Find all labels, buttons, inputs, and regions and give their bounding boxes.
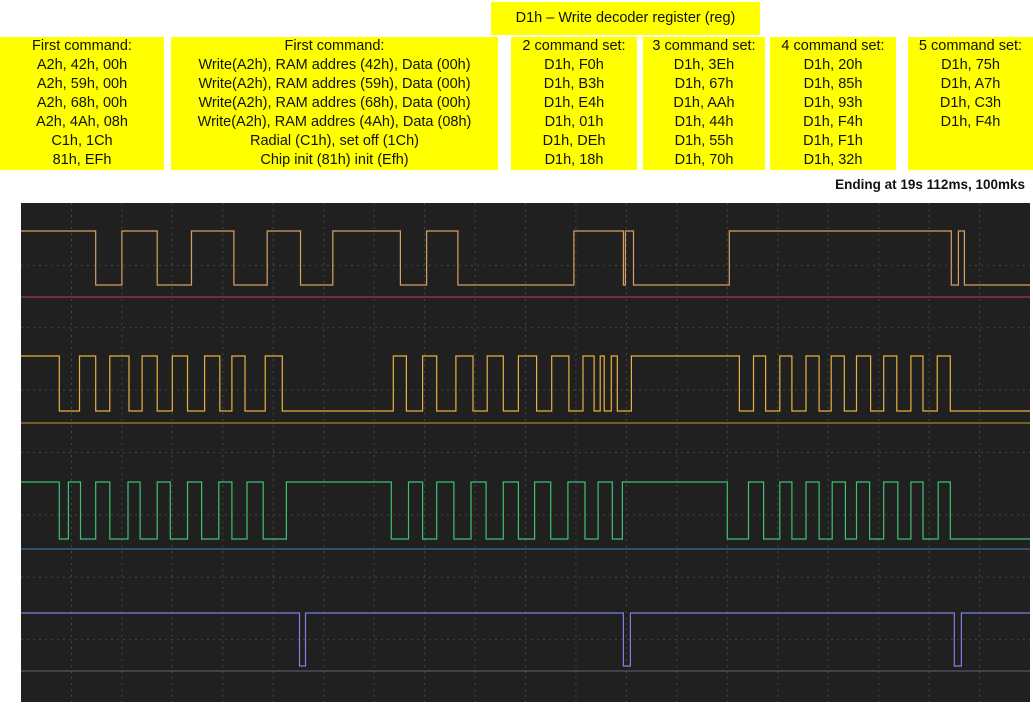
col1-line-3: A2h, 59h, 00h	[36, 76, 128, 92]
command-column-4: 3 command set: D1h, 3Eh D1h, 67h D1h, AA…	[643, 37, 765, 170]
col2-line-5: Write(A2h), RAM addres (4Ah), Data (08h)	[197, 114, 472, 130]
col1-line-4: A2h, 68h, 00h	[36, 95, 128, 111]
grid	[21, 203, 1030, 702]
col6-line-1: 5 command set:	[918, 38, 1023, 54]
col1-line-6: C1h, 1Ch	[51, 133, 113, 149]
col1-line-5: A2h, 4Ah, 08h	[36, 114, 128, 130]
col5-line-1: 4 command set:	[781, 38, 885, 54]
col3-line-5: D1h, 01h	[544, 114, 604, 130]
col3-line-2: D1h, F0h	[544, 57, 604, 73]
col4-line-2: D1h, 3Eh	[673, 57, 735, 73]
col6-line-3: D1h, A7h	[940, 76, 1001, 92]
channel-3-waveform	[21, 481, 1030, 540]
col4-line-4: D1h, AAh	[673, 95, 735, 111]
col6-line-4: D1h, C3h	[939, 95, 1002, 111]
col4-line-6: D1h, 55h	[674, 133, 734, 149]
col3-line-7: D1h, 18h	[544, 152, 604, 168]
command-column-1: First command: A2h, 42h, 00h A2h, 59h, 0…	[0, 37, 164, 170]
header-title-box: D1h – Write decoder register (reg)	[491, 2, 760, 35]
col6-line-5: D1h, F4h	[940, 114, 1001, 130]
col5-line-5: D1h, F4h	[803, 114, 863, 130]
waveform-chart	[21, 203, 1030, 702]
oscilloscope-display	[21, 203, 1030, 702]
col4-line-5: D1h, 44h	[674, 114, 734, 130]
command-column-5: 4 command set: D1h, 20h D1h, 85h D1h, 93…	[770, 37, 896, 170]
col2-line-2: Write(A2h), RAM addres (42h), Data (00h)	[198, 57, 471, 73]
col3-line-6: D1h, DEh	[542, 133, 606, 149]
col4-line-1: 3 command set:	[652, 38, 756, 54]
col5-line-4: D1h, 93h	[803, 95, 863, 111]
command-column-2: First command: Write(A2h), RAM addres (4…	[171, 37, 498, 170]
col4-line-7: D1h, 70h	[674, 152, 734, 168]
col6-line-2: D1h, 75h	[941, 57, 1000, 73]
col2-line-3: Write(A2h), RAM addres (59h), Data (00h)	[198, 76, 471, 92]
col3-line-4: D1h, E4h	[543, 95, 605, 111]
col2-line-6: Radial (C1h), set off (1Ch)	[250, 133, 419, 149]
header-title: D1h – Write decoder register (reg)	[515, 10, 736, 26]
col5-line-3: D1h, 85h	[803, 76, 863, 92]
col5-line-6: D1h, F1h	[803, 133, 863, 149]
col1-line-7: 81h, EFh	[52, 152, 112, 168]
channel-2-waveform	[21, 355, 1030, 412]
col3-line-3: D1h, B3h	[543, 76, 605, 92]
col5-line-2: D1h, 20h	[803, 57, 863, 73]
col4-line-3: D1h, 67h	[674, 76, 734, 92]
col2-line-4: Write(A2h), RAM addres (68h), Data (00h)	[198, 95, 471, 111]
ending-note: Ending at 19s 112ms, 100mks	[835, 177, 1025, 192]
channel-1-waveform	[21, 230, 1030, 286]
channel-4-waveform	[21, 612, 1030, 667]
col2-line-7: Chip init (81h) init (Efh)	[260, 152, 409, 168]
col2-line-1: First command:	[284, 38, 385, 54]
command-column-3: 2 command set: D1h, F0h D1h, B3h D1h, E4…	[511, 37, 637, 170]
command-column-6: 5 command set: D1h, 75h D1h, A7h D1h, C3…	[908, 37, 1033, 170]
col1-line-2: A2h, 42h, 00h	[36, 57, 128, 73]
col1-line-1: First command:	[32, 38, 132, 54]
col3-line-1: 2 command set:	[522, 38, 626, 54]
col5-line-7: D1h, 32h	[803, 152, 863, 168]
